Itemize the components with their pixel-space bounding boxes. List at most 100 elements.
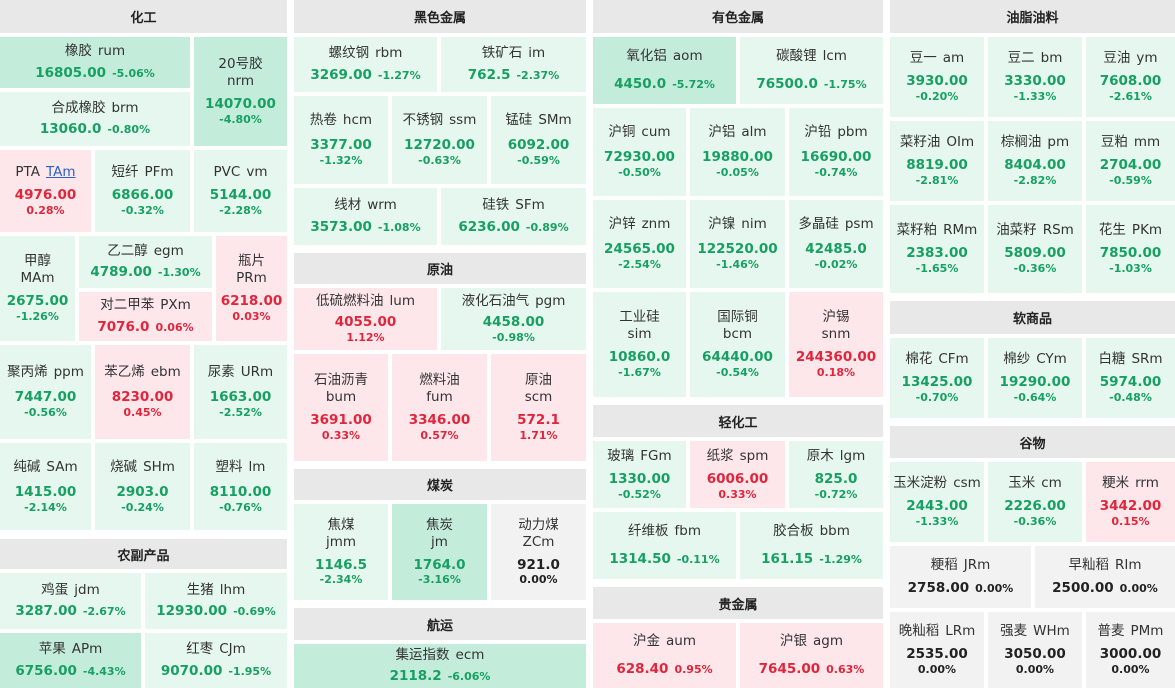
quote-tile-pmm[interactable]: 普麦 PMm 3000.00 0.00% (1086, 612, 1175, 688)
quote-tile-shm[interactable]: 烧碱 SHm 2903.0 -0.24% (95, 443, 190, 530)
price: 12720.00 (404, 137, 475, 154)
quote-tile-spm[interactable]: 纸浆 spm 6006.00 0.33% (690, 441, 785, 508)
quote-tile-pfm[interactable]: 短纤 PFm 6866.00 -0.32% (95, 150, 190, 232)
quote-tile-cjm[interactable]: 红枣 CJm 9070.00 -1.95% (145, 633, 287, 688)
quote-tile-pgm[interactable]: 液化石油气 pgm 4458.00 -0.98% (441, 288, 586, 350)
price: 24565.00 (604, 241, 675, 258)
quote-tile-pxm[interactable]: 对二甲苯 PXm 7076.0 0.06% (79, 292, 212, 341)
quote-tile-am[interactable]: 豆一 am 3930.00 -0.20% (890, 37, 984, 117)
quote-tile-pkm[interactable]: 花生 PKm 7850.00 -1.03% (1086, 205, 1175, 293)
quote-tile-rmm[interactable]: 菜籽粕 RMm 2383.00 -1.65% (890, 205, 984, 293)
quote-tile-urm[interactable]: 尿素 URm 1663.00 -2.52% (194, 345, 287, 439)
section-header-ferrous: 黑色金属 (294, 0, 586, 33)
section-header-light: 轻化工 (593, 405, 883, 437)
quote-tile-agm[interactable]: 沪银 agm 7645.00 0.63% (740, 623, 883, 688)
quote-tile-lhm[interactable]: 生猪 lhm 12930.00 -0.69% (145, 573, 287, 629)
quote-tile-alm[interactable]: 沪铝 alm 19880.00 -0.05% (690, 108, 785, 196)
quote-tile-bcm[interactable]: 国际铜 bcm 64440.00 -0.54% (690, 292, 785, 397)
quote-tile-bum[interactable]: 石油沥青 bum 3691.00 0.33% (294, 354, 388, 461)
quote-tile-oim[interactable]: 菜籽油 OIm 8819.00 -2.81% (890, 121, 984, 201)
quote-tile-smm[interactable]: 锰硅 SMm 6092.00 -0.59% (491, 96, 586, 184)
quote-tile-psm[interactable]: 多晶硅 psm 42485.0 -0.02% (789, 200, 883, 288)
quote-tile-im[interactable]: 铁矿石 im 762.5 -2.37% (441, 37, 586, 92)
section-header-oils: 油脂油料 (890, 0, 1175, 33)
quote-tile-mam[interactable]: 甲醇 MAm 2675.00 -1.26% (0, 236, 75, 341)
quote-tile-ssm[interactable]: 不锈钢 ssm 12720.00 -0.63% (392, 96, 487, 184)
quote-tile-whm[interactable]: 强麦 WHm 3050.00 0.00% (988, 612, 1082, 688)
quote-tile-aom[interactable]: 氧化铝 aom 4450.0 -5.72% (593, 37, 736, 104)
quote-tile-rim[interactable]: 早籼稻 RIm 2500.00 0.00% (1035, 546, 1175, 608)
quote-tile-apm[interactable]: 苹果 APm 6756.00 -4.43% (0, 633, 141, 688)
quote-tile-jdm[interactable]: 鸡蛋 jdm 3287.00 -2.67% (0, 573, 141, 629)
quote-tile-cum[interactable]: 沪铜 cum 72930.00 -0.50% (593, 108, 686, 196)
quote-tile-hcm[interactable]: 热卷 hcm 3377.00 -1.32% (294, 96, 388, 184)
price: 628.40 (616, 660, 669, 677)
quote-tile-rsm[interactable]: 油菜籽 RSm 5809.00 -0.36% (988, 205, 1082, 293)
quote-tile-rum[interactable]: 橡胶 rum 16805.00 -5.06% (0, 37, 190, 88)
quote-tile-fum[interactable]: 燃料油 fum 3346.00 0.57% (392, 354, 487, 461)
quote-tile-sam[interactable]: 纯碱 SAm 1415.00 -2.14% (0, 443, 91, 530)
quote-tile-fgm[interactable]: 玻璃 FGm 1330.00 -0.52% (593, 441, 686, 508)
quote-tile-znm[interactable]: 沪锌 znm 24565.00 -2.54% (593, 200, 686, 288)
quote-tile-lgm[interactable]: 原木 lgm 825.0 -0.72% (789, 441, 883, 508)
quote-tile-lcm[interactable]: 碳酸锂 lcm 76500.0 -1.75% (740, 37, 883, 104)
product-code: ecm (455, 646, 485, 663)
quote-tile-tam[interactable]: PTA TAm 4976.00 0.28% (0, 150, 91, 232)
quote-tile-sfm[interactable]: 硅铁 SFm 6236.00 -0.89% (441, 188, 586, 245)
quote-tile-csm[interactable]: 玉米淀粉 csm 2443.00 -1.33% (890, 462, 984, 542)
quote-tile-ebm[interactable]: 苯乙烯 ebm 8230.00 0.45% (95, 345, 190, 439)
quote-tile-ecm[interactable]: 集运指数 ecm 2118.2 -6.06% (294, 644, 586, 688)
price: 7645.00 (758, 660, 821, 677)
quote-tile-jrm[interactable]: 粳稻 JRm 2758.00 0.00% (890, 546, 1031, 608)
quote-tile-pm[interactable]: 棕榈油 pm 8404.00 -2.82% (988, 121, 1082, 201)
product-code: rrm (1135, 475, 1159, 492)
product-code: pgm (535, 293, 566, 310)
quote-tile-pbm[interactable]: 沪铅 pbm 16690.00 -0.74% (789, 108, 883, 196)
price: 1314.50 (609, 550, 671, 567)
product-code: CJm (219, 641, 246, 658)
quote-tile-zcm[interactable]: 动力煤 ZCm 921.0 0.00% (491, 504, 586, 600)
quote-tile-prm[interactable]: 瓶片 PRm 6218.00 0.03% (216, 236, 287, 341)
quote-tile-lm[interactable]: 塑料 lm 8110.00 -0.76% (194, 443, 287, 530)
price: 10860.0 (608, 349, 671, 366)
quote-tile-srm[interactable]: 白糖 SRm 5974.00 -0.48% (1086, 338, 1175, 418)
quote-tile-rbm[interactable]: 螺纹钢 rbm 3269.00 -1.27% (294, 37, 437, 92)
quote-tile-nrm[interactable]: 20号胶 nrm 14070.00 -4.80% (194, 37, 287, 146)
quote-tile-wrm[interactable]: 线材 wrm 3573.00 -1.08% (294, 188, 437, 245)
product-code: fum (426, 389, 453, 406)
quote-tile-sim[interactable]: 工业硅 sim 10860.0 -1.67% (593, 292, 686, 397)
quote-tile-lrm[interactable]: 晚籼稻 LRm 2535.00 0.00% (890, 612, 984, 688)
quote-tile-snm[interactable]: 沪锡 snm 244360.00 0.18% (789, 292, 883, 397)
quote-tile-cym[interactable]: 棉纱 CYm 19290.00 -0.64% (988, 338, 1082, 418)
quote-tile-scm[interactable]: 原油 scm 572.1 1.71% (491, 354, 586, 461)
quote-tile-jmm[interactable]: 焦煤 jmm 1146.5 -2.34% (294, 504, 388, 600)
change-pct: -1.46% (716, 258, 759, 271)
quote-tile-aum[interactable]: 沪金 aum 628.40 0.95% (593, 623, 736, 688)
quote-tile-ym[interactable]: 豆油 ym 7608.00 -2.61% (1086, 37, 1175, 117)
quote-tile-jm[interactable]: 焦炭 jm 1764.0 -3.16% (392, 504, 487, 600)
change-pct: -0.56% (24, 406, 67, 419)
price: 14070.00 (205, 96, 276, 113)
product-name: 沪铜 (608, 124, 636, 141)
product-code-link[interactable]: TAm (45, 164, 76, 181)
quote-tile-brm[interactable]: 合成橡胶 brm 13060.0 -0.80% (0, 92, 190, 146)
quote-tile-cm[interactable]: 玉米 cm 2226.00 -0.36% (988, 462, 1082, 542)
quote-tile-fbm[interactable]: 纤维板 fbm 1314.50 -0.11% (593, 512, 736, 579)
quote-tile-egm[interactable]: 乙二醇 egm 4789.00 -1.30% (79, 236, 212, 288)
change-pct: 0.57% (420, 428, 459, 442)
product-name: 氧化铝 (626, 48, 667, 65)
quote-tile-lum[interactable]: 低硫燃料油 lum 4055.00 1.12% (294, 288, 437, 350)
product-name: 合成橡胶 (51, 99, 106, 116)
quote-tile-rrm[interactable]: 粳米 rrm 3442.00 0.15% (1086, 462, 1175, 542)
quote-tile-bm[interactable]: 豆二 bm 3330.00 -1.33% (988, 37, 1082, 117)
quote-tile-bbm[interactable]: 胶合板 bbm 161.15 -1.29% (740, 512, 883, 579)
quote-tile-vm[interactable]: PVC vm 5144.00 -2.28% (194, 150, 287, 232)
quote-tile-nim[interactable]: 沪镍 nim 122520.00 -1.46% (690, 200, 785, 288)
quote-tile-ppm[interactable]: 聚丙烯 ppm 7447.00 -0.56% (0, 345, 91, 439)
price: 42485.0 (805, 241, 867, 258)
price: 2675.00 (6, 293, 69, 310)
quote-tile-cfm[interactable]: 棉花 CFm 13425.00 -0.70% (890, 338, 984, 418)
product-name: 低硫燃料油 (316, 293, 384, 310)
change-pct: -0.63% (418, 154, 461, 167)
quote-tile-mm[interactable]: 豆粕 mm 2704.00 -0.59% (1086, 121, 1175, 201)
